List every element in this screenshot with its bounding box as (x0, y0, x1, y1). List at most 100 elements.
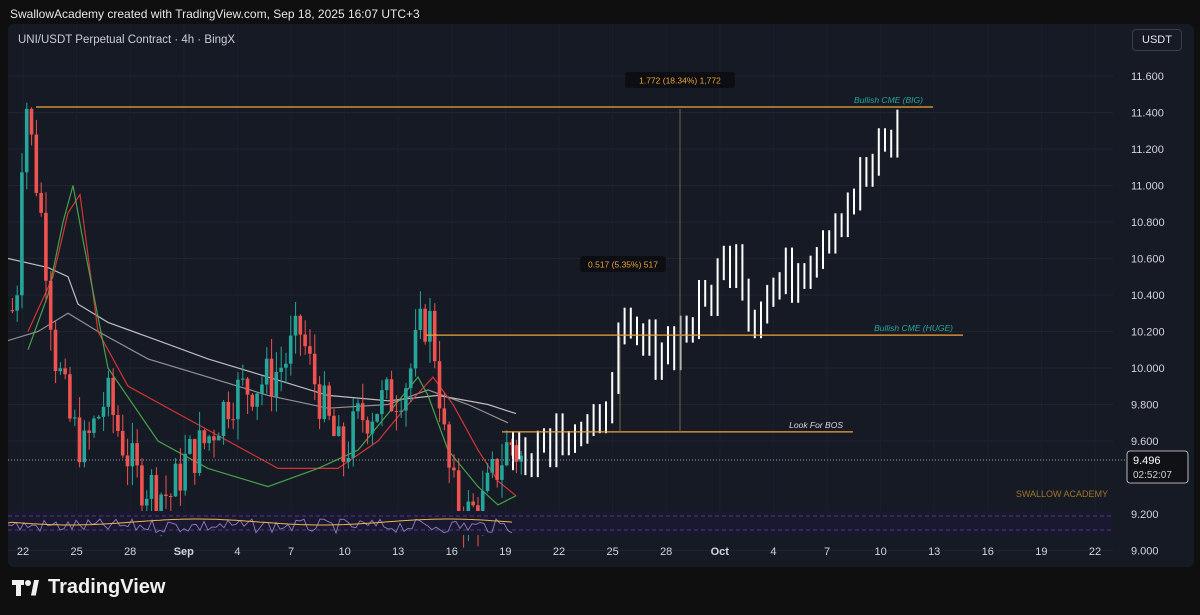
chart-canvas[interactable]: Bullish CME (BIG) Bullish CME (HUGE) Look … (8, 24, 1194, 567)
candle-body (240, 378, 245, 380)
candle-body (351, 411, 355, 458)
y-tick-label: 10.600 (1131, 254, 1165, 266)
candle-body (120, 430, 125, 456)
candle-body (82, 430, 87, 463)
candle-body (456, 470, 461, 516)
chart-panel[interactable]: Bullish CME (BIG) Bullish CME (HUGE) Look … (8, 24, 1194, 567)
candle-body (68, 374, 72, 419)
level-label: Bullish CME (HUGE) (874, 323, 953, 333)
y-tick-label: 10.400 (1131, 290, 1165, 302)
candle-body (173, 463, 178, 497)
measure-box (580, 256, 666, 272)
candle-body (298, 315, 303, 335)
x-tick-label: 19 (1035, 546, 1047, 558)
candle-body (264, 358, 269, 385)
x-tick-label: 4 (234, 546, 240, 558)
candle-body (63, 368, 67, 375)
symbol-title: UNI/USDT Perpetual Contract · 4h · BingX (18, 34, 236, 46)
candle-body (360, 403, 365, 421)
candle-body (471, 501, 475, 506)
candle-body (236, 379, 240, 420)
candle-body (149, 475, 154, 499)
candle-body (437, 361, 442, 409)
candle-body (500, 465, 504, 480)
candle-body (423, 308, 427, 342)
candle-body (20, 172, 24, 296)
candle-body (111, 377, 115, 415)
candle-body (260, 384, 264, 394)
candle-body (106, 377, 111, 407)
candle-body (312, 353, 317, 385)
time-axis: 22 25 28 Sep 4 7 10 13 16 19 22 25 28 Oct 4 7 10 13 16 19 22 (17, 546, 1101, 558)
x-tick-label: 4 (770, 546, 776, 558)
candle-body (39, 192, 43, 213)
candle-body (188, 439, 192, 454)
x-tick-label: 19 (499, 546, 511, 558)
x-tick-label: 28 (124, 546, 136, 558)
currency-button[interactable]: USDT (1132, 29, 1182, 51)
candle-body (92, 418, 96, 433)
y-tick-label: 10.000 (1131, 363, 1165, 375)
candle-body (96, 416, 101, 419)
candle-body (164, 494, 168, 496)
candle-body (418, 308, 423, 330)
candle-body (87, 430, 91, 433)
candle-body (380, 390, 384, 415)
candle-body (250, 394, 255, 407)
candle-body (284, 363, 288, 368)
candle-body (202, 430, 207, 444)
candle-body (389, 379, 394, 412)
candle-body (303, 334, 307, 347)
y-tick-label: 11.600 (1131, 71, 1164, 83)
measure-box (625, 72, 735, 88)
measure-label: 1.772 (18.34%) 1,772 (639, 76, 721, 86)
x-tick-label: 13 (928, 546, 940, 558)
candle-body (279, 367, 283, 372)
candle-body (44, 212, 48, 281)
candle-body (480, 490, 485, 527)
candle-body (447, 424, 451, 468)
tradingview-branding: TradingView (12, 576, 165, 599)
candle-body (356, 403, 360, 412)
y-tick-label: 11.200 (1131, 144, 1164, 156)
candle-body (231, 419, 235, 421)
candle-body (24, 108, 29, 173)
y-tick-label: 9.600 (1131, 436, 1159, 448)
candle-body (341, 426, 346, 462)
x-tick-label: 10 (874, 546, 886, 558)
candle-body (269, 358, 274, 397)
candle-body (53, 329, 58, 372)
x-tick-label: 13 (392, 546, 404, 558)
candle-body (428, 310, 432, 342)
candle-body (58, 368, 63, 372)
candles (10, 102, 523, 548)
candle-body (72, 417, 77, 419)
header-attribution: SwallowAcademy created with TradingView.… (10, 7, 420, 21)
y-tick-label: 9.200 (1131, 509, 1159, 521)
y-tick-label: 11.000 (1131, 181, 1164, 193)
candle-body (404, 388, 408, 411)
candle-body (399, 410, 403, 412)
candle-body (490, 458, 495, 473)
candle-body (10, 310, 15, 312)
candle-body (384, 379, 389, 391)
candle-body (255, 393, 259, 407)
candle-body (207, 436, 211, 444)
candle-body (212, 436, 216, 441)
candle-body (375, 414, 379, 422)
x-tick-label: 25 (606, 546, 618, 558)
candle-body (452, 467, 456, 471)
candle-body (159, 494, 163, 515)
x-tick-label: Sep (174, 546, 194, 558)
x-tick-label: 10 (338, 546, 350, 558)
levels: Bullish CME (BIG) Bullish CME (HUGE) Look … (36, 95, 963, 433)
candle-body (495, 458, 499, 480)
candle-body (29, 108, 34, 135)
candle-body (168, 495, 173, 497)
x-tick-label: 16 (982, 546, 994, 558)
y-tick-label: 10.800 (1131, 217, 1165, 229)
candle-body (485, 472, 490, 491)
rsi-band (8, 511, 1113, 535)
candle-body (197, 430, 202, 473)
current-price-tag: 9.496 02:52:07 (8, 450, 1189, 484)
